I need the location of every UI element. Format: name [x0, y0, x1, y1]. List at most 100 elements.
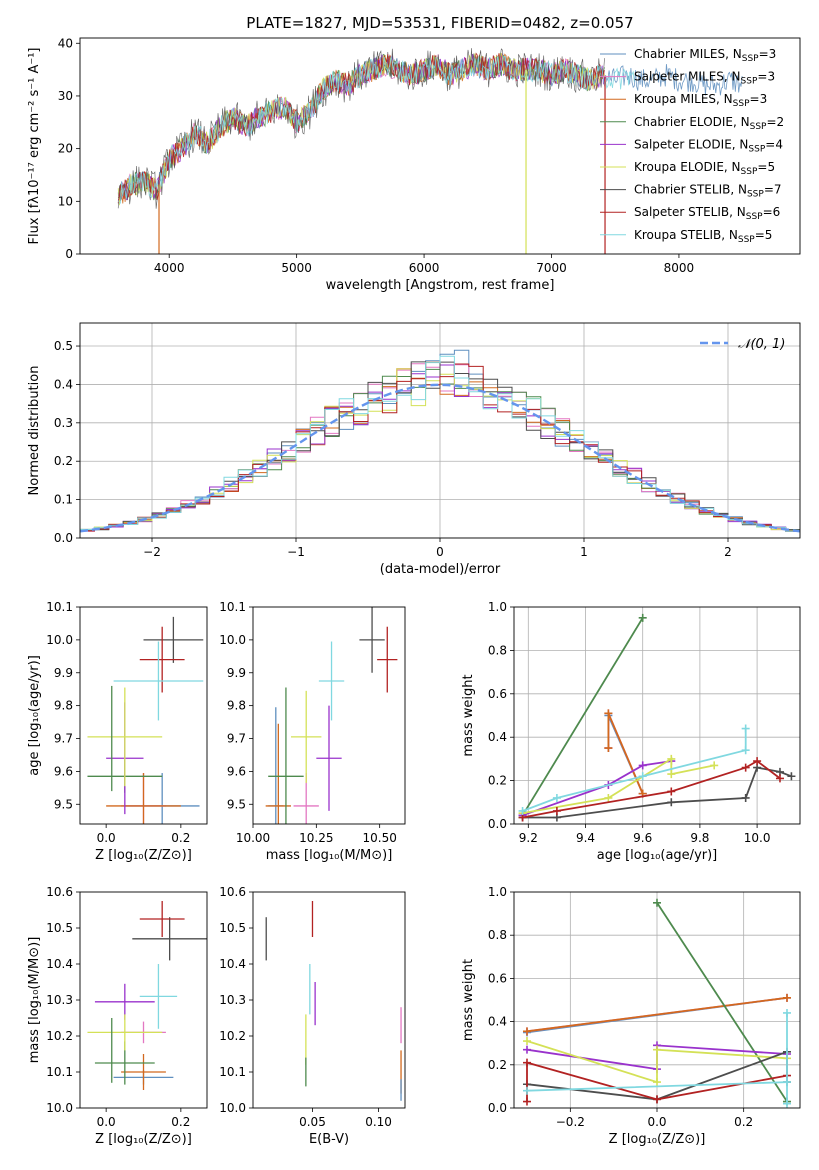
y-tick-label: 10.0: [46, 633, 73, 647]
histogram-salpeter_stelib: [80, 363, 800, 532]
axes-frame: [513, 891, 801, 1109]
legend-subscript: SSP: [738, 235, 755, 245]
panel-age_vs_mass: 10.00 10.25 10.50 9.5 9.6 9.7 9.8 9.9 10.0 10.1 ma…: [219, 600, 406, 863]
y-tick-label: 10.1: [46, 1065, 73, 1079]
x-axis-label: age [log₁₀(age/yr)]: [597, 848, 718, 863]
weight-marker: [775, 774, 784, 783]
legend-label: Chabrier MILES, N: [634, 47, 742, 61]
y-tick-label: 10: [58, 194, 73, 208]
y-tick-label: 0.8: [488, 643, 507, 657]
x-tick-label: 10.50: [362, 831, 396, 845]
y-tick-label: 9.5: [54, 797, 73, 811]
x-tick-label: 0.2: [171, 831, 190, 845]
weight-line-kroupa_miles: [526, 996, 788, 1033]
x-tick-label: 8000: [664, 261, 695, 275]
x-tick-label: 6000: [409, 261, 440, 275]
weight-marker: [523, 1027, 531, 1036]
y-tick-label: 10.5: [219, 921, 246, 935]
x-tick-label: −0.2: [556, 1115, 585, 1129]
plot-area: [87, 901, 207, 1090]
x-tick-label: 2: [724, 545, 732, 559]
legend: 𝒩(0, 1): [700, 337, 785, 352]
x-tick-label: 0.2: [734, 1115, 753, 1129]
y-tick-label: 10.2: [46, 1029, 73, 1043]
weight-marker: [604, 709, 613, 718]
y-tick-label: 20: [58, 142, 73, 156]
y-tick-label: 0.2: [488, 1058, 507, 1072]
x-tick-label: 1: [580, 545, 588, 559]
y-tick-label: 10.4: [46, 957, 73, 971]
x-tick-label: 0.0: [97, 1115, 116, 1129]
weight-marker: [523, 1037, 531, 1046]
spectrum-line-kroupa_stelib: [117, 55, 635, 204]
y-tick-label: 0: [65, 247, 73, 261]
weight-marker: [604, 744, 613, 753]
weight-marker: [653, 1095, 661, 1104]
x-tick-label: 7000: [536, 261, 567, 275]
y-tick-label: 0.0: [488, 817, 507, 831]
weight-marker: [741, 746, 750, 755]
weight-marker: [667, 754, 676, 763]
legend-entry: Salpeter STELIB, NSSP=6: [634, 205, 780, 222]
legend-value: =5: [757, 160, 775, 174]
x-tick-label: 10.0: [744, 831, 771, 845]
panel-spectrum: 4000 5000 6000 7000 8000 0 10 20 30 40 wavelength …: [27, 36, 801, 293]
legend-label: Chabrier ELODIE, N: [634, 115, 750, 129]
x-tick-label: 5000: [281, 261, 312, 275]
weight-marker: [552, 806, 561, 815]
y-tick-label: 1.0: [488, 600, 507, 614]
plot-area: [80, 323, 800, 538]
y-axis-label: Normed distribution: [27, 366, 42, 496]
spectrum-line-salpeter_stelib: [117, 52, 605, 204]
y-tick-label: 0.1: [54, 493, 73, 507]
legend-label: 𝒩(0, 1): [738, 337, 785, 352]
y-tick-label: 10.6: [219, 885, 246, 899]
x-tick-label: 0.2: [171, 1115, 190, 1129]
legend-subscript: SSP: [747, 190, 764, 200]
legend-subscript: SSP: [750, 122, 767, 132]
y-tick-label: 10.4: [219, 957, 246, 971]
x-axis-label: Z [log₁₀(Z/Z⊙)]: [609, 1132, 706, 1147]
weight-marker: [787, 772, 796, 781]
plot-area: [514, 607, 800, 824]
x-tick-label: 0.0: [647, 1115, 666, 1129]
plot-area: [87, 616, 204, 824]
x-tick-label: 0.10: [365, 1115, 392, 1129]
weight-marker: [783, 1078, 791, 1087]
normal-curve: [80, 383, 800, 533]
axes-frame: [252, 891, 406, 1109]
weight-marker: [638, 772, 647, 781]
y-tick-label: 10.0: [46, 1101, 73, 1115]
y-axis-label: mass weight: [461, 674, 476, 756]
plot-area: [265, 607, 398, 824]
weight-line-chabrier_elodie: [521, 617, 644, 816]
y-tick-label: 9.7: [227, 732, 246, 746]
x-tick-label: 0.0: [97, 831, 116, 845]
y-tick-label: 0.3: [54, 416, 73, 430]
y-tick-label: 0.0: [488, 1101, 507, 1115]
legend-subscript: SSP: [741, 77, 758, 87]
weight-marker: [667, 787, 676, 796]
legend-entry: Chabrier STELIB, NSSP=7: [634, 183, 782, 200]
legend-value: =5: [755, 228, 773, 242]
weight-marker: [741, 763, 750, 772]
legend-value: =6: [763, 205, 781, 219]
weight-marker: [523, 1045, 531, 1054]
x-tick-label: 9.6: [633, 831, 652, 845]
legend-subscript: SSP: [741, 167, 758, 177]
legend-label: Kroupa MILES, N: [634, 92, 733, 106]
y-tick-label: 9.8: [227, 699, 246, 713]
weight-marker: [638, 613, 647, 622]
y-tick-label: 10.0: [219, 1101, 246, 1115]
panel-residuals: −2 −1 0 1 2 0.0 0.1 0.2 0.3 0.4 0.5 (data-model)/er…: [27, 322, 801, 577]
y-tick-label: 10.5: [46, 921, 73, 935]
x-axis-label: (data-model)/error: [380, 562, 501, 577]
plot-area: [117, 48, 743, 254]
x-tick-label: −1: [287, 545, 305, 559]
x-axis-label: mass [log₁₀(M/M⊙)]: [266, 848, 393, 863]
y-tick-label: 10.3: [219, 993, 246, 1007]
y-tick-label: 9.9: [54, 666, 73, 680]
weight-marker: [653, 898, 661, 907]
weight-line-chabrier_elodie: [656, 902, 788, 1102]
weight-marker: [653, 1045, 661, 1054]
